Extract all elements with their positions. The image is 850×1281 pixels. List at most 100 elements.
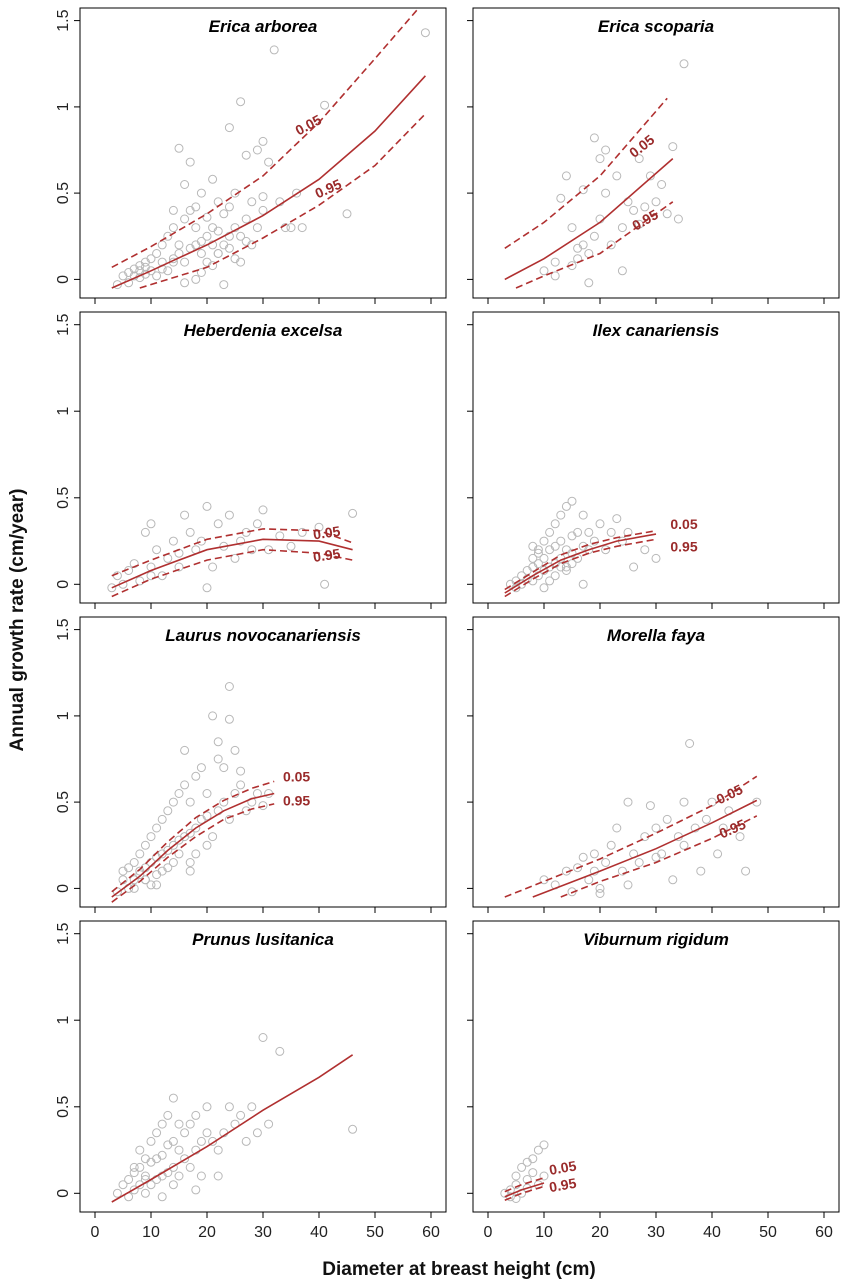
data-point — [146, 832, 156, 842]
data-point — [511, 1171, 521, 1181]
data-point — [230, 745, 240, 755]
data-point — [286, 223, 296, 233]
quantile-0.95-curve — [139, 113, 426, 289]
data-point — [202, 1128, 212, 1138]
data-point — [612, 823, 622, 833]
data-point — [146, 1180, 156, 1190]
quantile-0.95-curve — [560, 815, 758, 898]
y-tick-label: 1 — [55, 1016, 72, 1025]
data-point — [163, 806, 173, 816]
data-point — [163, 863, 173, 873]
x-tick-label: 10 — [535, 1224, 553, 1241]
data-point — [606, 240, 616, 250]
data-point — [539, 553, 549, 563]
data-point — [152, 1128, 162, 1138]
data-points — [111, 682, 275, 903]
data-point — [550, 257, 560, 267]
data-point — [129, 1162, 139, 1172]
data-point — [679, 797, 689, 807]
data-point — [236, 536, 246, 546]
quantile-0.05-curve — [504, 97, 668, 249]
quantile-0.05-curve — [504, 529, 657, 591]
data-point — [685, 739, 695, 748]
data-point — [180, 1128, 190, 1138]
data-point — [174, 143, 184, 153]
data-point — [185, 858, 195, 867]
data-point — [735, 832, 745, 842]
quantile-0.95-curve — [504, 538, 657, 598]
data-point — [578, 852, 588, 862]
data-point — [208, 1136, 218, 1146]
data-point — [208, 562, 218, 572]
data-point — [180, 180, 190, 189]
data-point — [595, 883, 605, 893]
data-point — [185, 1162, 195, 1172]
data-point — [651, 553, 661, 563]
data-point — [252, 145, 262, 155]
data-point — [578, 185, 588, 195]
data-point — [219, 797, 229, 807]
data-point — [224, 714, 234, 724]
data-point — [662, 814, 672, 824]
data-point — [236, 231, 246, 241]
quantile-label: 0.05 — [292, 111, 324, 138]
data-point — [668, 142, 678, 152]
data-point — [236, 780, 246, 790]
data-point — [208, 174, 218, 184]
data-point — [224, 682, 234, 691]
data-point — [224, 243, 234, 253]
data-point — [152, 880, 162, 890]
x-tick-label: 30 — [254, 1224, 272, 1241]
data-point — [157, 814, 167, 824]
data-point — [623, 197, 633, 207]
data-point — [202, 789, 212, 798]
data-point — [180, 257, 190, 267]
data-point — [180, 214, 190, 224]
data-point — [589, 849, 599, 859]
median-fit-curve — [504, 533, 657, 594]
data-point — [202, 583, 212, 593]
x-tick-label: 50 — [366, 1224, 384, 1241]
data-point — [657, 180, 667, 189]
data-point — [567, 496, 577, 506]
data-points — [111, 1033, 358, 1203]
data-point — [556, 193, 566, 203]
data-point — [202, 231, 212, 241]
data-point — [567, 223, 577, 233]
quantile-0.05-curve — [504, 1177, 545, 1193]
data-point — [584, 527, 594, 537]
data-points — [504, 59, 689, 289]
data-point — [550, 571, 560, 581]
quantile-label: 0.05 — [714, 781, 746, 807]
median-fit-curve — [111, 538, 353, 589]
data-point — [135, 1145, 145, 1155]
data-point — [191, 849, 201, 859]
data-point — [213, 1171, 223, 1181]
data-point — [163, 266, 173, 276]
data-point — [112, 1188, 122, 1198]
data-point — [174, 849, 184, 859]
data-point — [196, 763, 206, 773]
data-point — [230, 553, 240, 563]
y-tick-label: 1.5 — [55, 618, 72, 640]
data-point — [533, 559, 543, 569]
data-point — [348, 508, 358, 518]
data-point — [224, 202, 234, 212]
panel-4: 0.05 0.95 Ilex canariensis — [467, 311, 840, 609]
data-point — [258, 505, 268, 515]
data-point — [180, 745, 190, 755]
data-point — [168, 1093, 178, 1103]
data-point — [146, 1136, 156, 1146]
panel-title: Erica scoparia — [598, 17, 714, 36]
data-point — [528, 553, 538, 563]
x-tick-label: 40 — [703, 1224, 721, 1241]
data-point — [163, 1110, 173, 1120]
data-point — [645, 171, 655, 181]
data-point — [578, 579, 588, 589]
data-point — [185, 527, 195, 537]
data-point — [213, 519, 223, 529]
data-point — [673, 214, 683, 224]
data-point — [517, 1162, 527, 1172]
data-point — [191, 771, 201, 781]
